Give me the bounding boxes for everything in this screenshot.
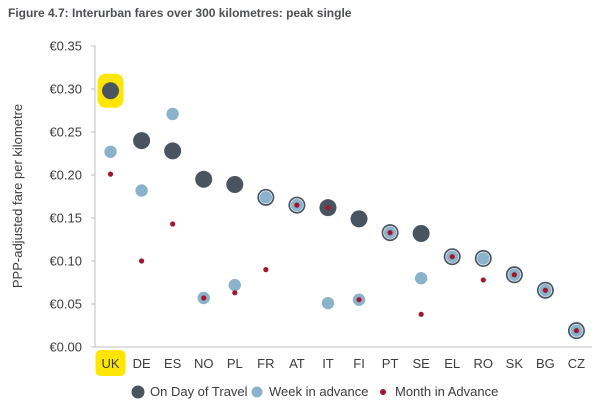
x-tick-label: EL xyxy=(444,356,460,371)
point-week-in-advance xyxy=(476,251,491,266)
point-on-day-of-travel xyxy=(102,82,120,100)
y-tick-label: €0.00 xyxy=(49,340,82,355)
point-month-in-advance xyxy=(232,290,238,296)
legend-label: Month in Advance xyxy=(395,384,498,399)
y-tick-label: €0.15 xyxy=(49,211,82,226)
legend: On Day of Travel Week in advance Month in … xyxy=(131,384,498,399)
x-tick-label: CZ xyxy=(568,356,585,371)
y-tick-label: €0.05 xyxy=(49,297,82,312)
point-week-in-advance xyxy=(103,144,118,159)
y-tick-label: €0.10 xyxy=(49,254,82,269)
point-month-in-advance xyxy=(138,258,145,264)
x-tick-label: PT xyxy=(382,356,399,371)
point-week-in-advance xyxy=(165,107,180,121)
point-month-in-advance xyxy=(480,277,486,283)
point-month-in-advance xyxy=(107,171,114,177)
legend-marker xyxy=(131,385,145,399)
legend-marker xyxy=(380,389,386,395)
x-tick-label: UK xyxy=(102,356,120,371)
legend-marker xyxy=(251,386,263,398)
x-tick-label: DE xyxy=(133,356,151,371)
chart-title: Figure 4.7: Interurban fares over 300 ki… xyxy=(8,6,352,20)
y-tick-label: €0.35 xyxy=(49,39,82,54)
data-points xyxy=(102,82,585,340)
point-on-day-of-travel xyxy=(350,210,368,228)
point-month-in-advance xyxy=(449,254,455,260)
x-tick-label: IT xyxy=(322,356,334,371)
y-tick-label: €0.30 xyxy=(49,82,82,97)
point-month-in-advance xyxy=(201,295,207,301)
x-tick-label: BG xyxy=(536,356,555,371)
x-tick-label: SE xyxy=(412,356,430,371)
x-tick-label: SK xyxy=(506,356,524,371)
x-tick-label: AT xyxy=(289,356,305,371)
x-tick-label: ES xyxy=(164,356,182,371)
x-tick-labels: UK DE ES NO PL FR AT IT FI PT SE EL RO SK BG CZ xyxy=(102,356,586,371)
point-month-in-advance xyxy=(511,272,517,278)
y-tick-label: €0.20 xyxy=(49,168,82,183)
point-week-in-advance xyxy=(227,278,242,292)
y-axis-label: PPP-adjusted fare per kilometre xyxy=(10,104,25,288)
point-month-in-advance xyxy=(573,328,580,334)
point-on-day-of-travel xyxy=(412,224,430,242)
point-on-day-of-travel xyxy=(226,175,244,193)
point-week-in-advance xyxy=(414,271,428,286)
highlight-layer xyxy=(95,73,126,376)
x-tick-label: RO xyxy=(474,356,494,371)
point-month-in-advance xyxy=(325,205,331,211)
x-tick-label: NO xyxy=(194,356,214,371)
axes-layer xyxy=(94,46,592,348)
point-month-in-advance xyxy=(263,267,269,273)
legend-label: On Day of Travel xyxy=(150,384,248,399)
y-tick-labels: €0.00 €0.05 €0.10 €0.15 €0.20 €0.25 €0.30 €0.35 xyxy=(49,39,95,355)
point-month-in-advance xyxy=(418,311,424,317)
x-tick-label: FR xyxy=(257,356,274,371)
point-week-in-advance xyxy=(134,183,149,198)
legend-label: Week in advance xyxy=(269,384,369,399)
x-tick-label: FI xyxy=(353,356,365,371)
point-week-in-advance xyxy=(259,190,273,205)
point-month-in-advance xyxy=(542,287,549,293)
point-on-day-of-travel xyxy=(164,142,182,160)
y-tick-label: €0.25 xyxy=(49,125,82,140)
point-on-day-of-travel xyxy=(133,132,151,150)
point-month-in-advance xyxy=(356,297,362,303)
highlight-box-label xyxy=(95,350,126,376)
x-tick-label: PL xyxy=(227,356,243,371)
point-on-day-of-travel xyxy=(195,170,213,188)
point-week-in-advance xyxy=(321,296,335,310)
point-month-in-advance xyxy=(294,202,300,208)
point-month-in-advance xyxy=(387,230,393,236)
point-month-in-advance xyxy=(170,221,176,227)
